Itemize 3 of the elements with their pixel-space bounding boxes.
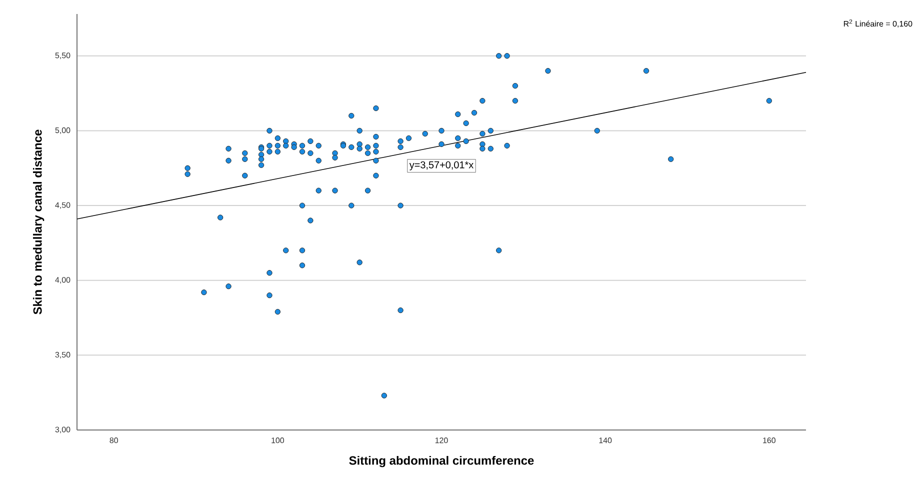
annotation: y=3,57+0,01*x xyxy=(409,161,474,170)
y-axis-title: Skin to medullary canal distance xyxy=(33,130,44,314)
x-axis-title: Sitting abdominal circumference xyxy=(349,456,534,468)
